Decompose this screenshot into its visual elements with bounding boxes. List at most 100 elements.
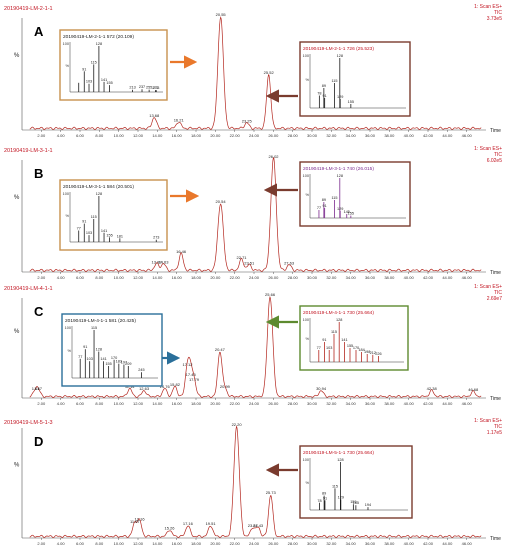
inset-title: 20190419-LM-3-1-1 584 (20.501) bbox=[63, 184, 134, 190]
ms-peak-label: 155 bbox=[348, 212, 354, 216]
x-tick-label: 28.00 bbox=[288, 275, 299, 280]
ms-peak-label: 145 bbox=[344, 210, 350, 214]
intensity-label: 1.17e5 bbox=[487, 430, 503, 436]
x-tick-label: 22.00 bbox=[230, 541, 241, 546]
x-tick-label: 40.00 bbox=[404, 401, 415, 406]
inset-y-max-label: 100 bbox=[303, 54, 309, 58]
inset-title: 20190419-LM-4-1-1 581 (20.425) bbox=[65, 318, 136, 324]
x-tick-label: 12.00 bbox=[133, 133, 144, 138]
x-tick-label: 18.00 bbox=[191, 133, 202, 138]
x-tick-label: 16.00 bbox=[172, 401, 183, 406]
peak-label: 17.79 bbox=[189, 377, 200, 382]
peak-label: 25.73 bbox=[266, 490, 277, 495]
x-tick-label: 30.00 bbox=[307, 275, 318, 280]
ms-peak-label: 170 bbox=[111, 356, 117, 360]
peak-label: 13.92 bbox=[152, 259, 163, 264]
x-tick-label: 10.00 bbox=[114, 541, 125, 546]
peak-label: 15.82 bbox=[170, 382, 181, 387]
ms-peak-label: 103 bbox=[86, 357, 92, 361]
inset-y-label: % bbox=[67, 348, 71, 353]
inset-y-label: % bbox=[65, 213, 69, 218]
x-tick-label: 20.00 bbox=[210, 541, 221, 546]
x-tick-label: 8.00 bbox=[95, 541, 104, 546]
ms-peak-label: 155 bbox=[106, 233, 112, 237]
ms-peak-label: 181 bbox=[117, 234, 123, 238]
mode-label: TIC bbox=[494, 10, 502, 16]
inset-y-max-label: 100 bbox=[65, 326, 71, 330]
peak-label: 13.68 bbox=[149, 113, 160, 118]
ms-peak-label: 128 bbox=[96, 192, 102, 196]
peak-label: 12.63 bbox=[139, 386, 150, 391]
x-tick-label: 8.00 bbox=[95, 401, 104, 406]
scan-label: 1: Scan ES+ bbox=[474, 418, 502, 424]
x-tick-label: 24.00 bbox=[249, 541, 260, 546]
peak-label: 11.67 bbox=[130, 519, 140, 524]
x-tick-label: 42.00 bbox=[423, 275, 434, 280]
y-axis-label: % bbox=[14, 195, 20, 201]
inset-y-max-label: 100 bbox=[63, 42, 69, 46]
intensity-label: 3.73e5 bbox=[487, 16, 503, 22]
ms-peak-label: 103 bbox=[86, 80, 92, 84]
x-tick-label: 16.00 bbox=[172, 133, 183, 138]
x-tick-label: 24.00 bbox=[249, 133, 260, 138]
peak-label: 14.63 bbox=[158, 259, 169, 264]
x-tick-label: 6.00 bbox=[76, 401, 85, 406]
x-axis-label: Time bbox=[490, 270, 501, 276]
ms-peak-label: 129 bbox=[338, 495, 344, 499]
ms-peak-label: 159 bbox=[350, 500, 356, 504]
ms-peak-label: 198 bbox=[364, 350, 370, 354]
x-tick-label: 46.00 bbox=[462, 133, 473, 138]
x-tick-label: 26.00 bbox=[268, 133, 279, 138]
peak-label: 17.45 bbox=[186, 372, 197, 377]
peak-label: 16.46 bbox=[176, 249, 187, 254]
ms-peak-label: 115 bbox=[91, 326, 97, 330]
x-tick-label: 40.00 bbox=[404, 275, 415, 280]
peak-label: 25.66 bbox=[265, 292, 276, 297]
ms-peak-label: 273 bbox=[153, 86, 159, 90]
panel-letter: C bbox=[34, 304, 44, 319]
x-tick-label: 8.00 bbox=[95, 133, 104, 138]
ms-peak-label: 128 bbox=[96, 42, 102, 46]
x-tick-label: 46.00 bbox=[462, 541, 473, 546]
x-tick-label: 40.00 bbox=[404, 133, 415, 138]
peak-label: 22.71 bbox=[237, 255, 248, 260]
peak-label: 42.38 bbox=[427, 386, 438, 391]
peak-label: 20.99 bbox=[220, 384, 231, 389]
mode-label: TIC bbox=[494, 290, 502, 296]
ms-peak-label: 91 bbox=[82, 67, 86, 71]
ms-peak-label: 128 bbox=[337, 54, 343, 58]
inset-frame bbox=[299, 161, 411, 227]
peak-label: 46.68 bbox=[468, 387, 479, 392]
ms-peak-label: 170 bbox=[353, 346, 359, 350]
x-axis-label: Time bbox=[490, 396, 501, 402]
x-tick-label: 8.00 bbox=[95, 275, 104, 280]
ms-peak-label: 129 bbox=[337, 207, 343, 211]
ms-peak-label: 209 bbox=[125, 362, 131, 366]
x-tick-label: 30.00 bbox=[307, 541, 318, 546]
x-axis-label: Time bbox=[490, 128, 501, 134]
x-tick-label: 4.00 bbox=[57, 541, 66, 546]
peak-label: 1.67 bbox=[34, 386, 43, 391]
x-tick-label: 24.00 bbox=[249, 275, 260, 280]
peak-label: 20.47 bbox=[215, 347, 226, 352]
mode-label: TIC bbox=[494, 424, 502, 430]
peak-label: 24.43 bbox=[253, 523, 264, 528]
x-tick-label: 28.00 bbox=[288, 133, 299, 138]
ms-peak-label: 115 bbox=[91, 60, 97, 64]
x-tick-label: 26.00 bbox=[268, 275, 279, 280]
ms-peak-label: 91 bbox=[322, 338, 326, 342]
peak-label: 20.55 bbox=[216, 12, 227, 17]
inset-title: 20190419-LM-5-1-1 730 (25.664) bbox=[303, 450, 374, 456]
mass-spectrum-inset: 20190419-LM-2-1-1 572 (20.109) 100% 91 103 1… bbox=[59, 29, 168, 101]
mass-spectrum-inset: 20190419-LM-4-1-1 730 (25.664) 100% 779110… bbox=[299, 305, 409, 371]
inset-y-max-label: 100 bbox=[303, 174, 309, 178]
file-label: 20190419-LM-3-1-1 bbox=[4, 148, 53, 154]
x-tick-label: 12.00 bbox=[133, 541, 144, 546]
ms-peak-label: 141 bbox=[101, 229, 107, 233]
x-tick-label: 18.00 bbox=[191, 541, 202, 546]
ms-peak-label: 212 bbox=[370, 351, 376, 355]
